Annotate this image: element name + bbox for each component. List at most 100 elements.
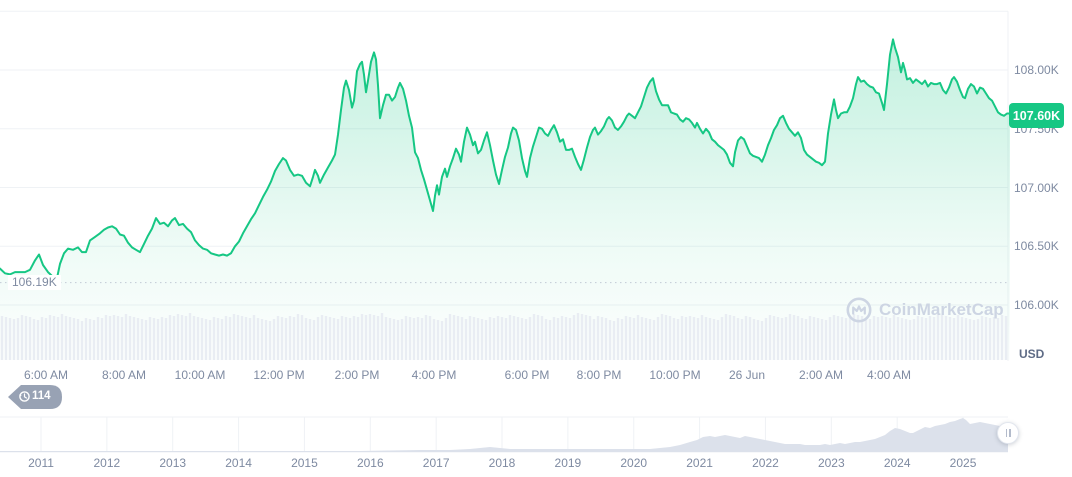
volume-bar bbox=[60, 314, 64, 360]
volume-bar bbox=[800, 318, 804, 360]
volume-bar bbox=[12, 319, 16, 360]
volume-bar bbox=[744, 316, 748, 360]
volume-bar bbox=[728, 315, 732, 360]
volume-bar bbox=[444, 318, 448, 360]
volume-bar bbox=[368, 314, 372, 360]
volume-bar bbox=[880, 316, 884, 360]
volume-bar bbox=[212, 317, 216, 360]
volume-bar bbox=[900, 318, 904, 360]
history-badge-shape bbox=[8, 385, 62, 409]
volume-bar bbox=[260, 319, 264, 360]
main-plot-area[interactable] bbox=[0, 0, 1008, 362]
volume-bar bbox=[1000, 315, 1004, 360]
volume-bar bbox=[876, 317, 880, 360]
volume-bar bbox=[180, 315, 184, 360]
volume-bar bbox=[320, 315, 324, 360]
volume-bar bbox=[572, 315, 576, 360]
volume-bar bbox=[204, 319, 208, 360]
volume-bar bbox=[392, 319, 396, 360]
volume-bar bbox=[120, 317, 124, 360]
volume-bar bbox=[504, 318, 508, 360]
history-clock-icon bbox=[19, 391, 30, 402]
volume-bar bbox=[152, 318, 156, 360]
navigator-year-label: 2021 bbox=[686, 456, 713, 470]
volume-bar bbox=[648, 319, 652, 360]
volume-bar bbox=[544, 319, 548, 360]
volume-bar bbox=[696, 318, 700, 360]
volume-bar bbox=[40, 317, 44, 360]
volume-bar bbox=[324, 316, 328, 360]
volume-bar bbox=[656, 317, 660, 360]
volume-bar bbox=[676, 319, 680, 360]
volume-bar bbox=[864, 318, 868, 360]
volume-bar bbox=[428, 316, 432, 360]
volume-bar bbox=[608, 320, 612, 360]
volume-bar bbox=[124, 314, 128, 360]
range-navigator[interactable] bbox=[0, 417, 1008, 452]
navigator-year-label: 2020 bbox=[620, 456, 648, 470]
volume-bar bbox=[928, 316, 932, 360]
volume-bar bbox=[208, 320, 212, 360]
volume-bar bbox=[888, 318, 892, 360]
volume-bar bbox=[380, 313, 384, 360]
volume-bar bbox=[912, 319, 916, 360]
volume-bar bbox=[832, 315, 836, 360]
volume-bar bbox=[160, 317, 164, 360]
volume-bar bbox=[76, 319, 80, 360]
volume-bar bbox=[472, 317, 476, 360]
volume-bar bbox=[552, 317, 556, 360]
volume-bar bbox=[224, 316, 228, 360]
low-price-label: 106.19K bbox=[8, 275, 61, 290]
volume-bar bbox=[16, 318, 20, 360]
volume-bar bbox=[448, 314, 452, 360]
volume-bar bbox=[508, 315, 512, 360]
x-axis-tick-label: 2:00 PM bbox=[334, 368, 380, 382]
navigator-year-label: 2011 bbox=[28, 456, 54, 470]
volume-bar bbox=[964, 318, 968, 360]
volume-bar bbox=[708, 318, 712, 360]
volume-bar bbox=[92, 320, 96, 360]
volume-bar bbox=[24, 316, 28, 360]
volume-bar bbox=[232, 314, 236, 360]
volume-bar bbox=[268, 321, 272, 360]
volume-bar bbox=[420, 318, 424, 360]
navigator-year-label: 2022 bbox=[752, 456, 779, 470]
x-axis-tick-label: 8:00 AM bbox=[101, 368, 147, 382]
volume-bar bbox=[524, 319, 528, 360]
navigator-right-handle[interactable] bbox=[997, 422, 1019, 444]
volume-bar bbox=[756, 320, 760, 360]
volume-bar bbox=[740, 319, 744, 360]
volume-bar bbox=[920, 317, 924, 360]
volume-bar bbox=[612, 321, 616, 360]
volume-bar bbox=[228, 317, 232, 360]
volume-bar bbox=[700, 315, 704, 360]
volume-bar bbox=[704, 317, 708, 360]
volume-bar bbox=[516, 317, 520, 360]
volume-bar bbox=[240, 316, 244, 360]
history-count-badge[interactable]: 114 bbox=[8, 385, 62, 409]
x-axis-tick-label: 6:00 AM bbox=[23, 368, 69, 382]
volume-bar bbox=[940, 315, 944, 360]
volume-bar bbox=[996, 318, 1000, 360]
volume-bar bbox=[52, 316, 56, 360]
volume-bar bbox=[88, 319, 92, 360]
volume-bar bbox=[860, 316, 864, 360]
volume-bar bbox=[68, 317, 72, 360]
volume-bar bbox=[220, 319, 224, 360]
volume-bar bbox=[712, 319, 716, 360]
volume-bar bbox=[484, 320, 488, 360]
volume-bar bbox=[948, 317, 952, 360]
volume-bar bbox=[956, 315, 960, 360]
volume-bar bbox=[128, 316, 132, 360]
volume-bar bbox=[352, 316, 356, 360]
volume-bar bbox=[272, 319, 276, 360]
volume-bar bbox=[64, 316, 68, 360]
volume-bar bbox=[796, 316, 800, 360]
volume-bar bbox=[312, 320, 316, 360]
volume-bar bbox=[140, 319, 144, 360]
volume-bar bbox=[28, 317, 32, 360]
volume-bar bbox=[872, 316, 876, 360]
volume-bar bbox=[360, 314, 364, 360]
volume-bar bbox=[388, 318, 392, 360]
volume-bar bbox=[148, 317, 152, 360]
